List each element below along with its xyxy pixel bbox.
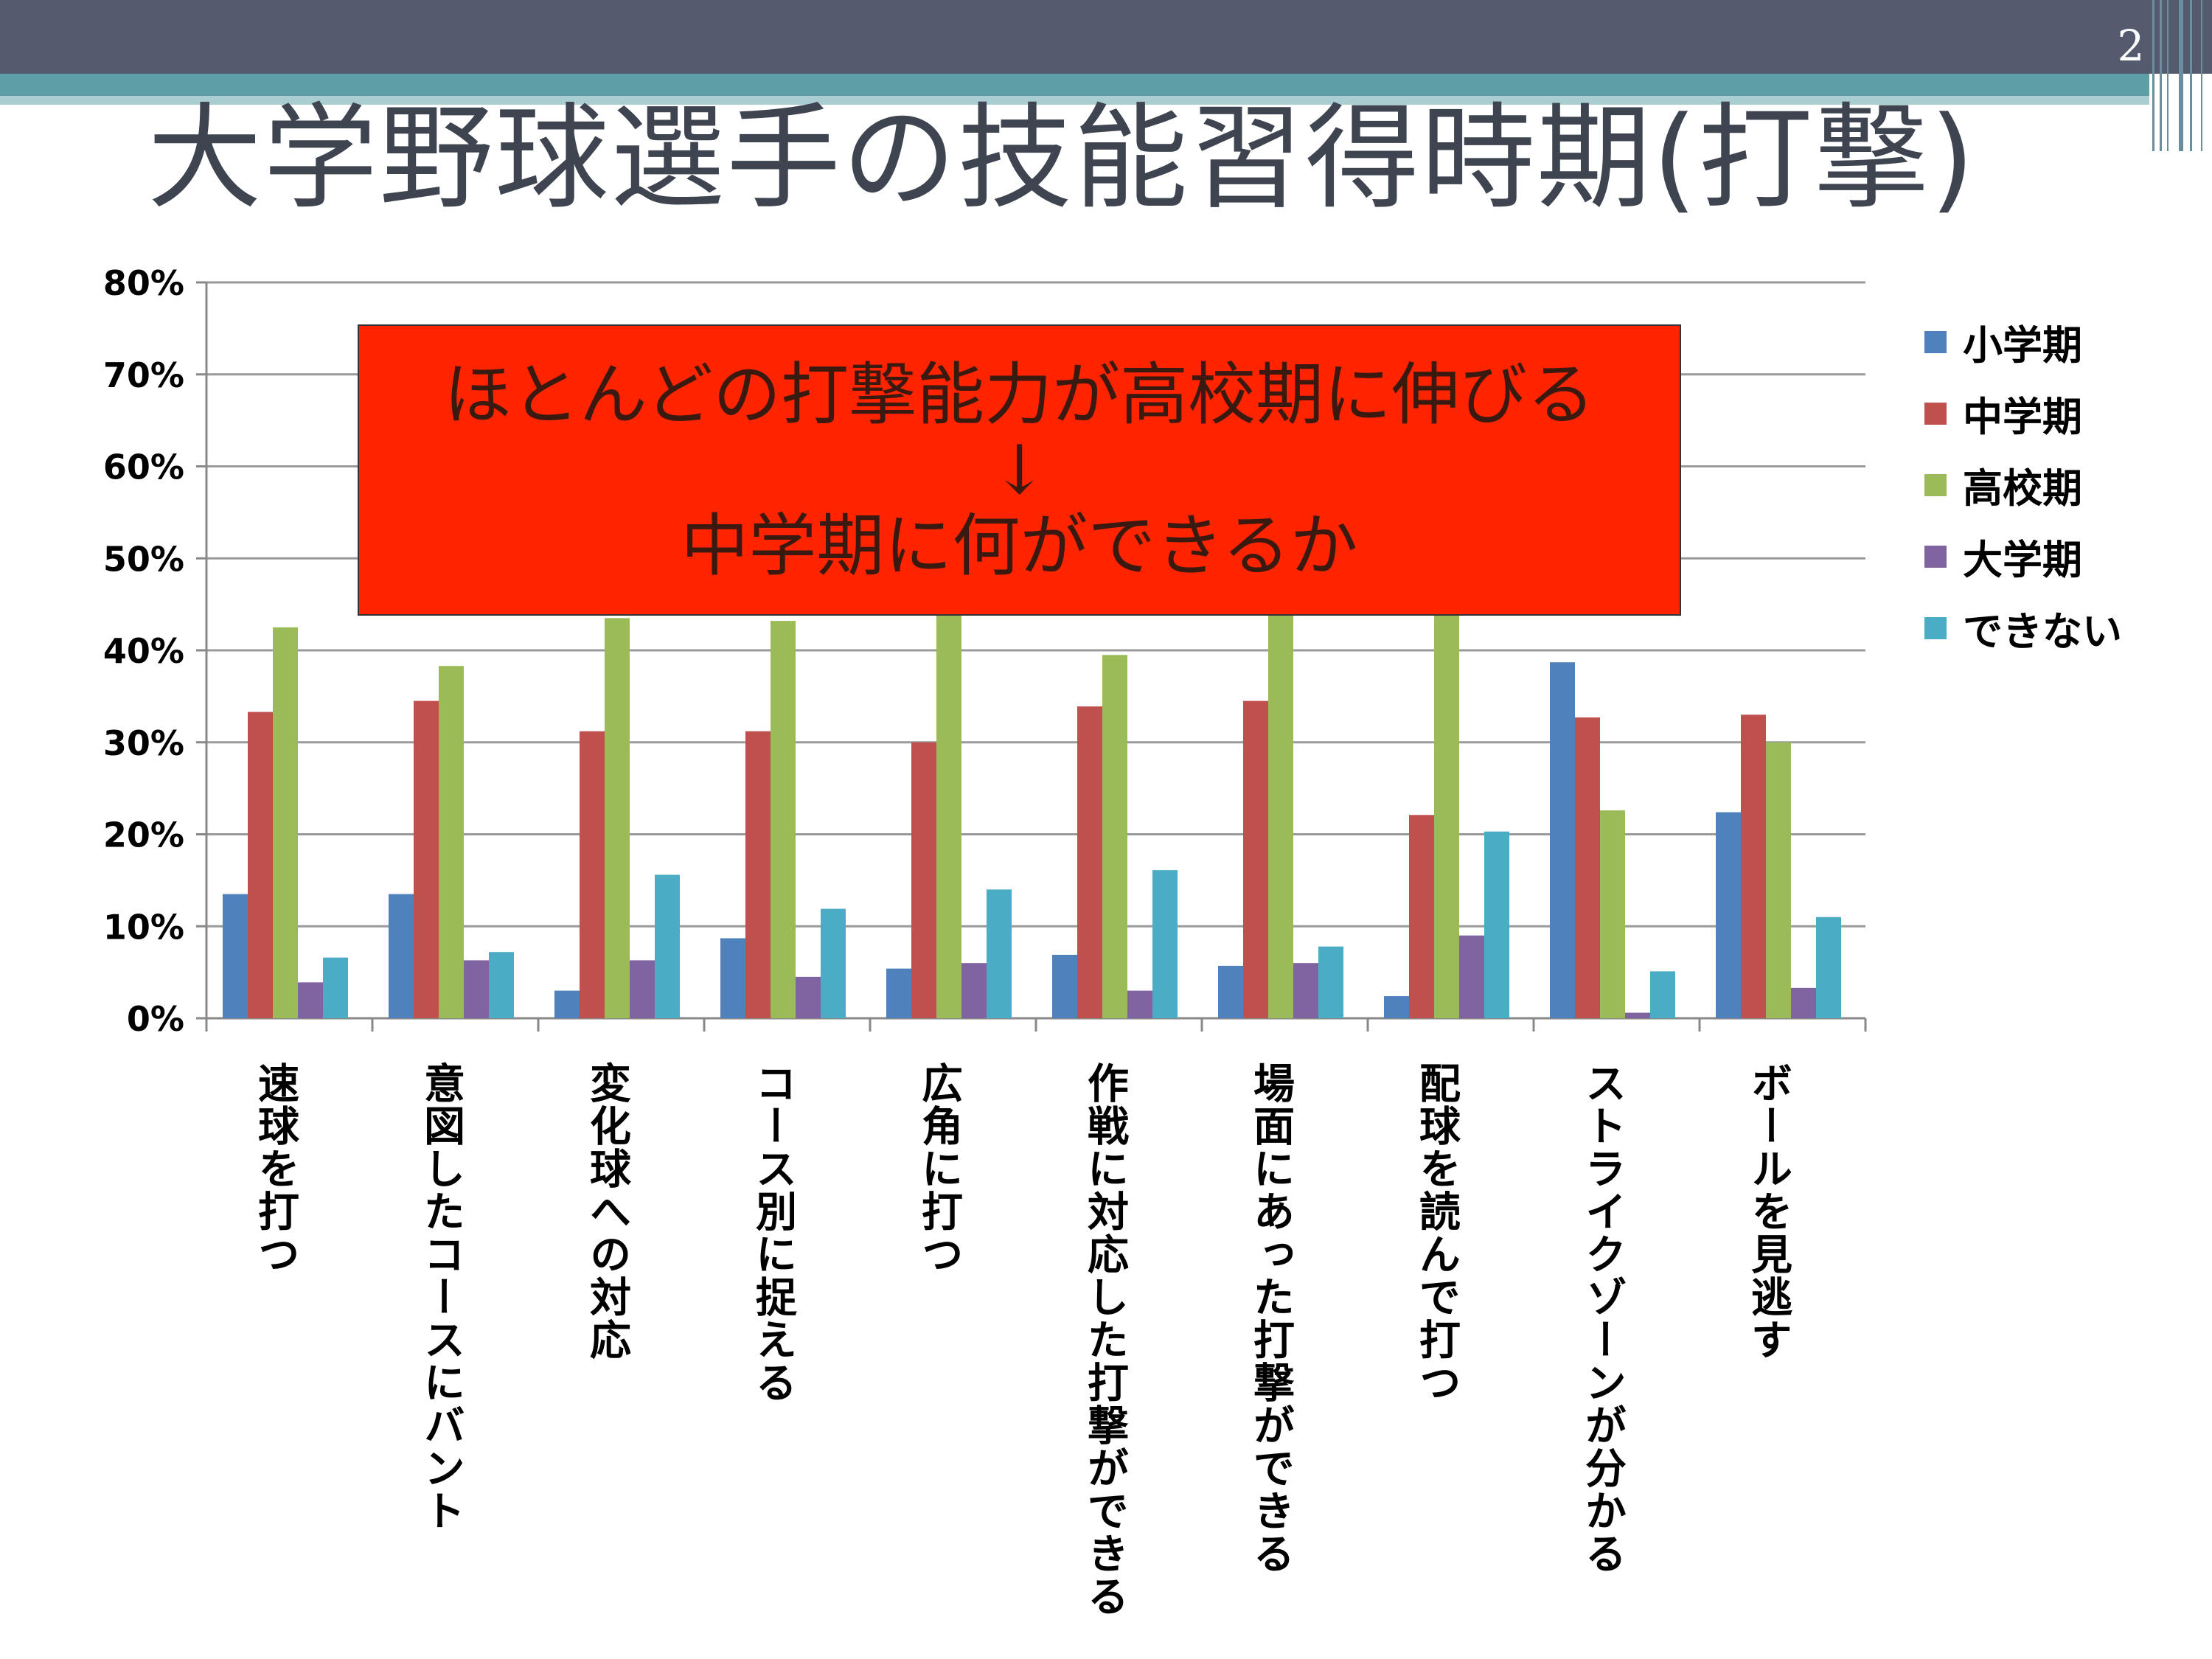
bar xyxy=(1268,613,1293,1018)
x-category-label: 場面にあった打撃ができる xyxy=(1246,1062,1295,1575)
x-category-label: ストライクゾーンが分かる xyxy=(1578,1062,1627,1575)
bar xyxy=(771,621,796,1018)
header-band xyxy=(0,0,2212,105)
bar xyxy=(489,952,514,1018)
callout-box: ほとんどの打撃能力が高校期に伸びる ↓ 中学期に何ができるか xyxy=(358,324,1681,616)
legend-swatch xyxy=(1924,616,1947,639)
bar xyxy=(1318,946,1343,1018)
bar xyxy=(655,874,680,1018)
bar xyxy=(1052,954,1077,1018)
legend-item: 中学期 xyxy=(1924,378,2205,449)
legend-label: 高校期 xyxy=(1963,465,2082,512)
callout-line-3: 中学期に何ができるか xyxy=(681,506,1358,585)
bar xyxy=(1791,987,1816,1018)
legend-item: 高校期 xyxy=(1924,449,2205,521)
y-tick-label: 50% xyxy=(103,539,184,579)
bar xyxy=(1484,831,1509,1018)
x-category-label: コース別に捉える xyxy=(748,1062,797,1404)
bar xyxy=(1575,717,1600,1018)
legend-swatch xyxy=(1924,545,1947,568)
bar xyxy=(1716,812,1741,1018)
header-dark-bar xyxy=(0,0,2212,74)
y-tick-label: 70% xyxy=(103,355,184,395)
bar xyxy=(886,968,911,1018)
bar xyxy=(1459,935,1484,1018)
bar xyxy=(1152,870,1178,1018)
bar xyxy=(796,976,821,1018)
bar xyxy=(439,666,464,1018)
x-category-label: 変化球への対応 xyxy=(582,1062,631,1361)
y-tick-label: 0% xyxy=(127,999,184,1039)
bar xyxy=(936,613,961,1018)
legend-item: 大学期 xyxy=(1924,521,2205,592)
legend-swatch xyxy=(1924,473,1947,496)
bar xyxy=(605,618,630,1018)
page-number: 2 xyxy=(2117,21,2145,71)
bar xyxy=(1127,990,1152,1018)
bar xyxy=(298,982,323,1018)
y-tick-label: 30% xyxy=(103,723,184,763)
bar xyxy=(1816,917,1841,1018)
bar xyxy=(1243,700,1268,1018)
bar xyxy=(1434,613,1459,1018)
bar xyxy=(223,894,248,1018)
x-category-label: 意図したコースにバント xyxy=(417,1062,465,1532)
bar xyxy=(248,712,273,1018)
decorative-lines xyxy=(2149,0,2212,151)
bar xyxy=(745,731,771,1018)
legend-swatch xyxy=(1924,330,1947,353)
bar xyxy=(961,963,987,1018)
bar xyxy=(1550,662,1575,1018)
bar xyxy=(389,894,414,1018)
bar xyxy=(414,700,439,1018)
chart-legend: 小学期中学期高校期大学期できない xyxy=(1924,306,2205,664)
bar xyxy=(1384,996,1409,1018)
bar xyxy=(1766,742,1791,1018)
y-tick-label: 60% xyxy=(103,448,184,487)
x-category-label: 作戦に対応した打撃ができる xyxy=(1080,1062,1129,1618)
y-tick-label: 80% xyxy=(103,263,184,303)
y-tick-label: 40% xyxy=(103,631,184,671)
bar xyxy=(273,627,298,1018)
bar xyxy=(987,889,1012,1018)
bar xyxy=(911,742,936,1018)
bar xyxy=(1077,706,1102,1018)
bar xyxy=(554,990,580,1018)
page-title: 大学野球選手の技能習得時期(打撃) xyxy=(147,91,1976,225)
bar xyxy=(821,908,846,1018)
bar xyxy=(580,731,605,1018)
bar xyxy=(323,957,348,1018)
header-teal-bar xyxy=(0,74,2149,96)
bar xyxy=(720,938,745,1018)
legend-item: 小学期 xyxy=(1924,306,2205,378)
bar xyxy=(1293,963,1318,1018)
bar xyxy=(1102,655,1127,1018)
bar xyxy=(1625,1012,1650,1018)
x-category-label: 速球を打つ xyxy=(251,1062,299,1276)
x-category-label: 配球を読んで打つ xyxy=(1412,1062,1461,1404)
legend-label: 大学期 xyxy=(1963,537,2082,583)
bar xyxy=(1741,714,1766,1018)
callout-arrow: ↓ xyxy=(990,430,1048,509)
x-category-label: ボールを見逃す xyxy=(1744,1062,1792,1361)
callout-line-1: ほとんどの打撃能力が高校期に伸びる xyxy=(443,355,1596,434)
legend-label: 小学期 xyxy=(1963,322,2082,369)
bar xyxy=(1409,815,1434,1018)
x-category-label: 広角に打つ xyxy=(914,1062,963,1276)
header-light-bar xyxy=(0,96,2149,105)
legend-swatch xyxy=(1924,402,1947,425)
legend-item: できない xyxy=(1924,592,2205,664)
y-tick-label: 20% xyxy=(103,815,184,855)
bar xyxy=(1600,810,1625,1018)
bar xyxy=(1650,971,1675,1018)
bar xyxy=(630,960,655,1018)
y-tick-label: 10% xyxy=(103,907,184,947)
bar xyxy=(464,960,489,1018)
legend-label: できない xyxy=(1963,608,2122,655)
legend-label: 中学期 xyxy=(1963,394,2082,440)
bar xyxy=(1218,965,1243,1018)
